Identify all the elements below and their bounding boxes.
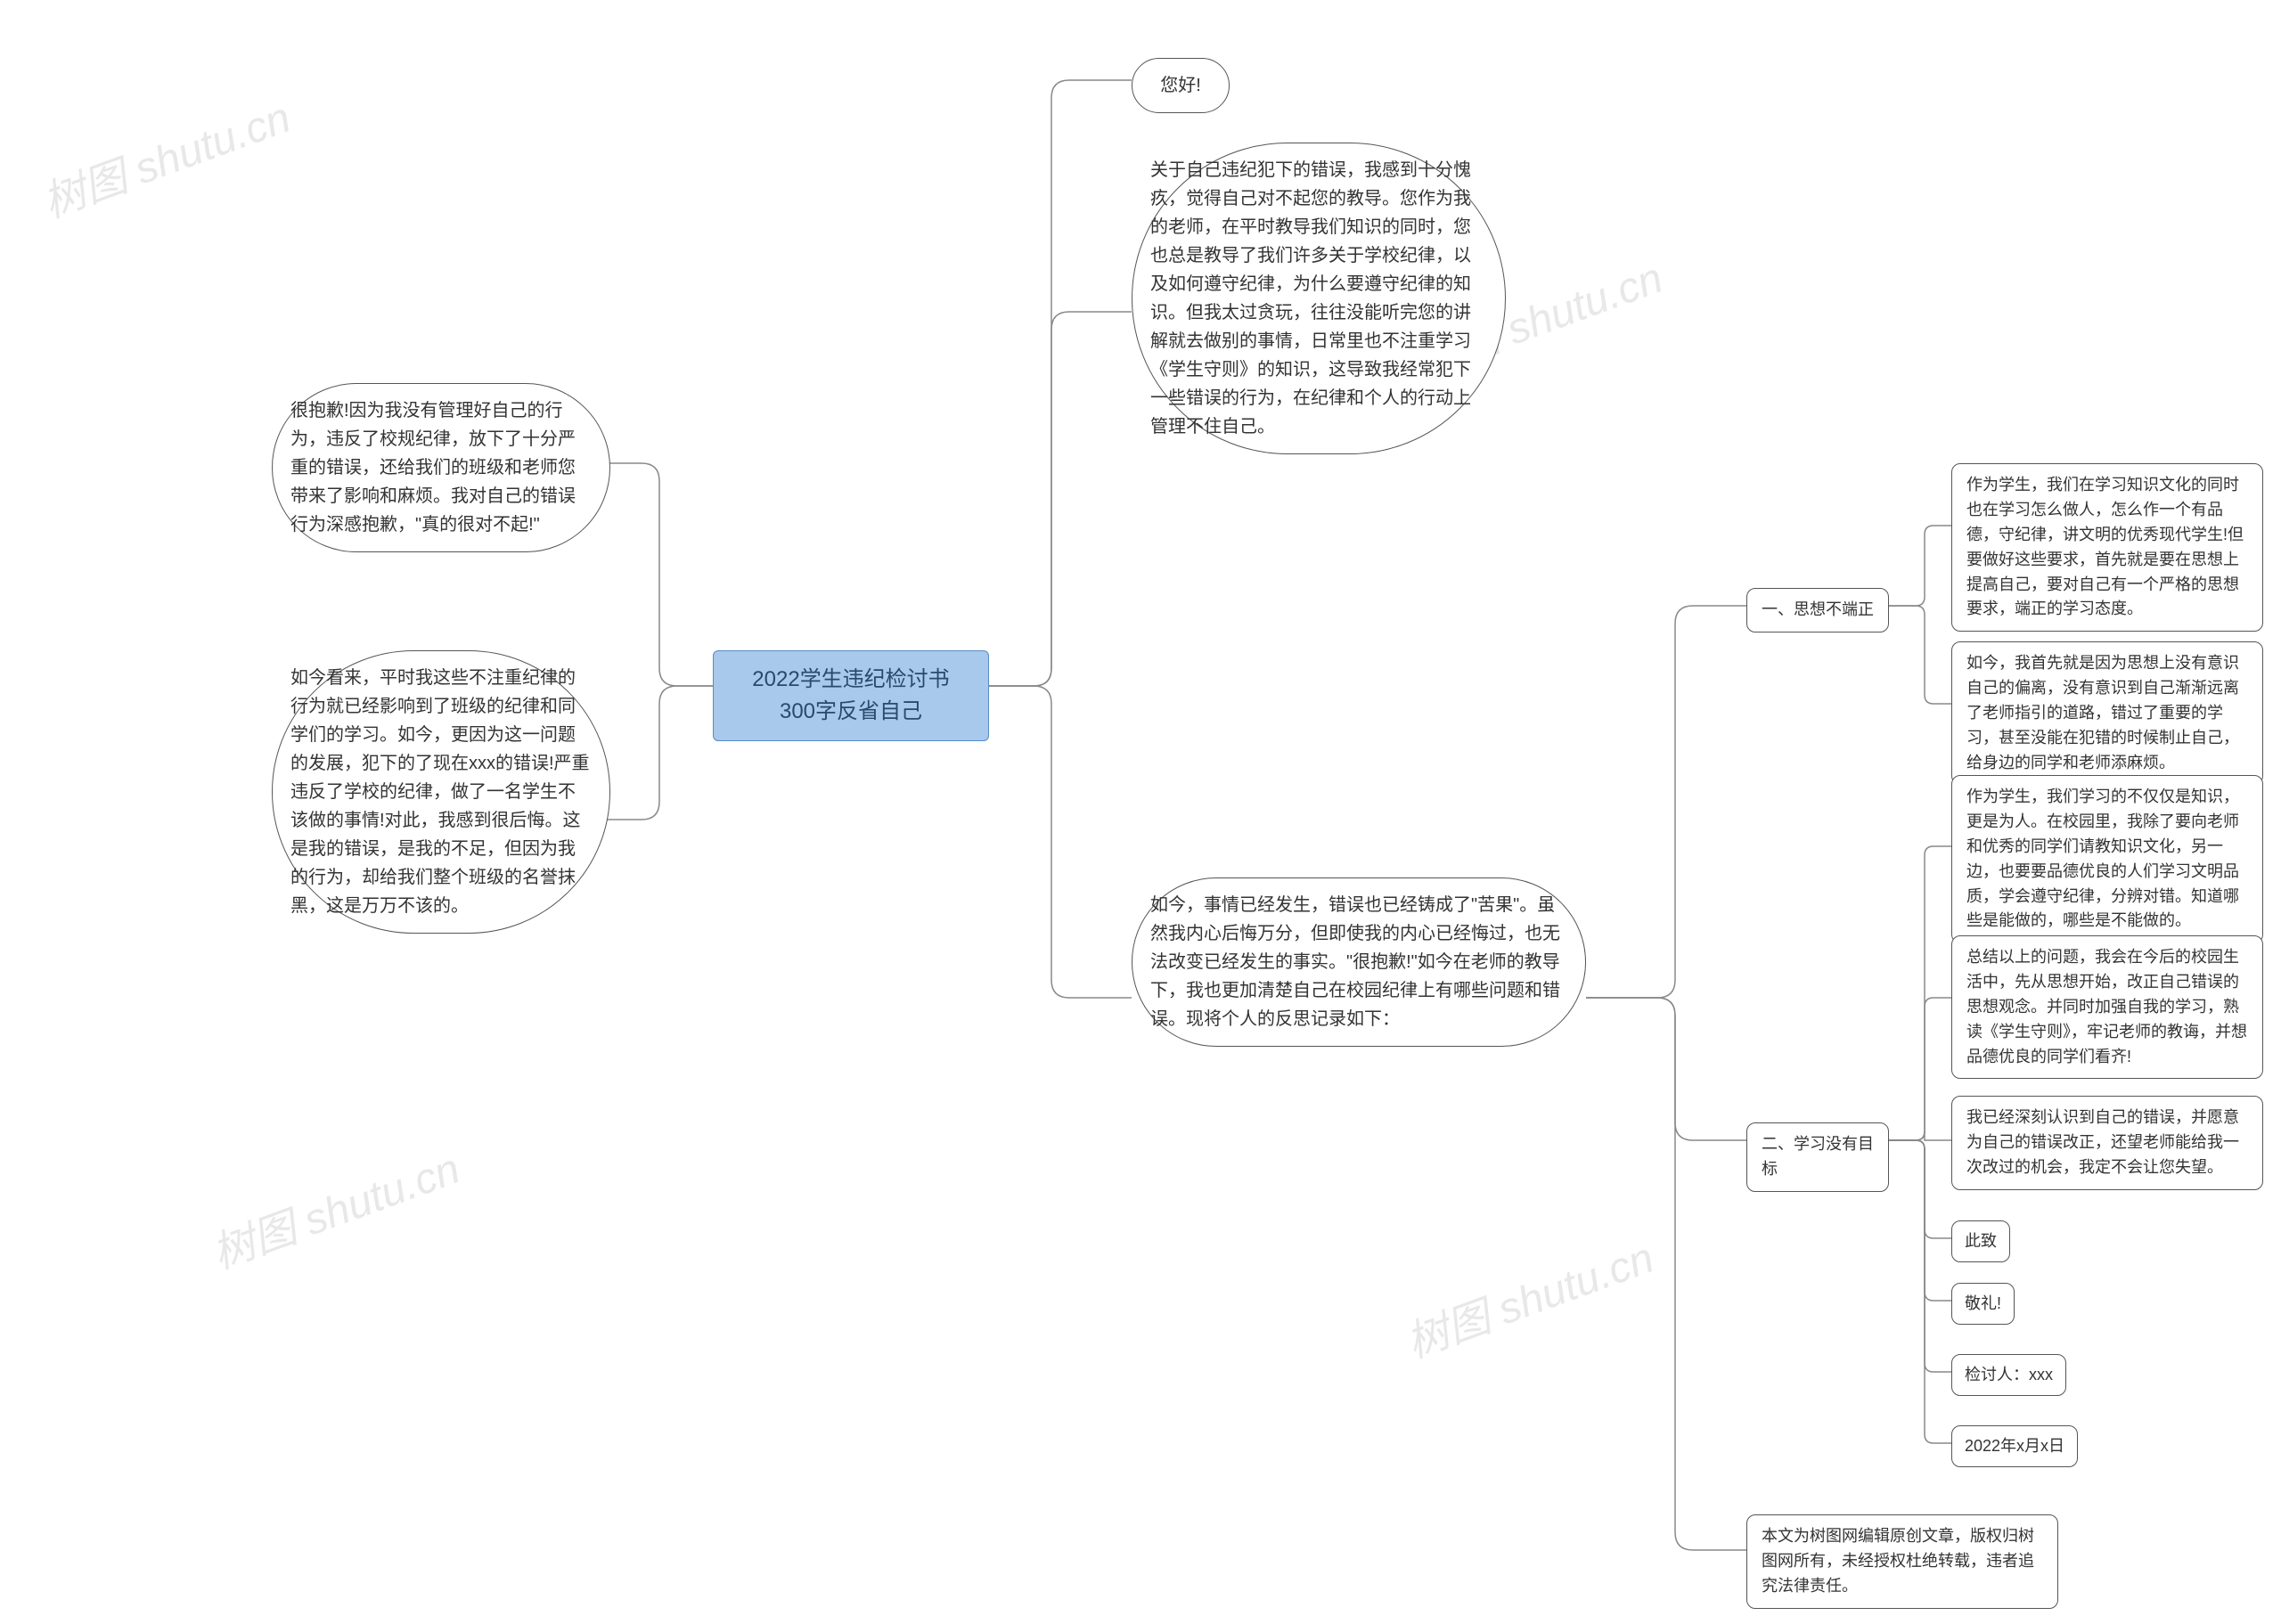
greeting-node: 您好!	[1132, 58, 1230, 113]
date-node: 2022年x月x日	[1951, 1425, 2078, 1467]
watermark: 树图 shutu.cn	[202, 1133, 467, 1280]
left-apology-node: 很抱歉!因为我没有管理好自己的行为，违反了校规纪律，放下了十分严重的错误，还给我…	[272, 383, 610, 552]
central-node: 2022学生违纪检讨书300字反省自己	[713, 650, 989, 741]
section1-p1: 作为学生，我们在学习知识文化的同时也在学习怎么做人，怎么作一个有品德，守纪律，讲…	[1951, 463, 2263, 632]
footer-node: 本文为树图网编辑原创文章，版权归树图网所有，未经授权杜绝转载，违者追究法律责任。	[1746, 1514, 2058, 1609]
section2-p1: 作为学生，我们学习的不仅仅是知识，更是为人。在校园里，我除了要向老师和优秀的同学…	[1951, 775, 2263, 943]
signer-node: 检讨人：xxx	[1951, 1354, 2066, 1396]
section1-p2: 如今，我首先就是因为思想上没有意识自己的偏离，没有意识到自己渐渐远离了老师指引的…	[1951, 641, 2263, 785]
watermark: 树图 shutu.cn	[33, 82, 298, 229]
closing1-node: 此致	[1951, 1220, 2010, 1262]
left-reflection-node: 如今看来，平时我这些不注重纪律的行为就已经影响到了班级的纪律和同学们的学习。如今…	[272, 650, 610, 934]
section2-title: 二、学习没有目标	[1746, 1122, 1889, 1192]
section2-p2: 总结以上的问题，我会在今后的校园生活中，先从思想开始，改正自己错误的思想观念。并…	[1951, 935, 2263, 1079]
closing2-node: 敬礼!	[1951, 1283, 2015, 1325]
section1-title: 一、思想不端正	[1746, 588, 1889, 632]
context-node: 关于自己违纪犯下的错误，我感到十分愧疚，觉得自己对不起您的教导。您作为我的老师，…	[1132, 143, 1506, 454]
section2-p3: 我已经深刻认识到自己的错误，并愿意为自己的错误改正，还望老师能给我一次改过的机会…	[1951, 1096, 2263, 1190]
watermark: 树图 shutu.cn	[1396, 1222, 1661, 1369]
outcome-node: 如今，事情已经发生，错误也已经铸成了"苦果"。虽然我内心后悔万分，但即使我的内心…	[1132, 877, 1586, 1047]
